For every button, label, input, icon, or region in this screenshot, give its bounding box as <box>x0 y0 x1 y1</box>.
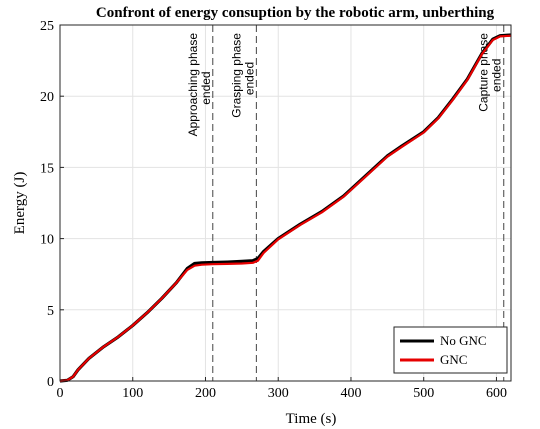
phase-end-label: ended <box>490 59 504 92</box>
phase-end-label: Approaching phase <box>186 33 200 137</box>
x-tick-label: 400 <box>340 386 361 401</box>
phase-end-label: Grasping phase <box>229 33 243 118</box>
y-axis-label: Energy (J) <box>12 172 28 235</box>
phase-end-label: ended <box>242 62 256 95</box>
phase-end-label: ended <box>199 71 213 104</box>
chart-title: Confront of energy consuption by the rob… <box>96 5 495 21</box>
y-tick-label: 0 <box>47 375 54 390</box>
phase-lines: Approaching phase ended Grasping phase ende… <box>186 25 505 381</box>
x-tick-label: 300 <box>268 386 289 401</box>
series-line-gnc <box>59 34 512 383</box>
x-tick-label: 200 <box>195 386 216 401</box>
phase-end-label: Capture phase <box>477 33 491 112</box>
y-tick-label: 5 <box>47 304 54 319</box>
legend: No GNC GNC <box>393 326 508 374</box>
legend-label: No GNC <box>440 333 487 348</box>
x-tick-label: 600 <box>486 386 507 401</box>
x-tick-label: 500 <box>413 386 434 401</box>
legend-box <box>393 326 508 374</box>
x-tick-label: 0 <box>57 386 64 401</box>
y-tick-label: 10 <box>40 233 54 248</box>
x-tick-label: 100 <box>122 386 143 401</box>
legend-label: GNC <box>440 352 467 367</box>
y-tick-label: 25 <box>40 19 54 34</box>
data-series <box>59 33 512 383</box>
axis-ticks: 0 100 200 300 400 500 600 0 5 10 15 20 25 <box>40 19 507 401</box>
plot-frame <box>59 24 512 382</box>
y-tick-label: 15 <box>40 161 54 176</box>
x-axis-label: Time (s) <box>286 411 337 427</box>
y-tick-label: 20 <box>40 90 54 105</box>
